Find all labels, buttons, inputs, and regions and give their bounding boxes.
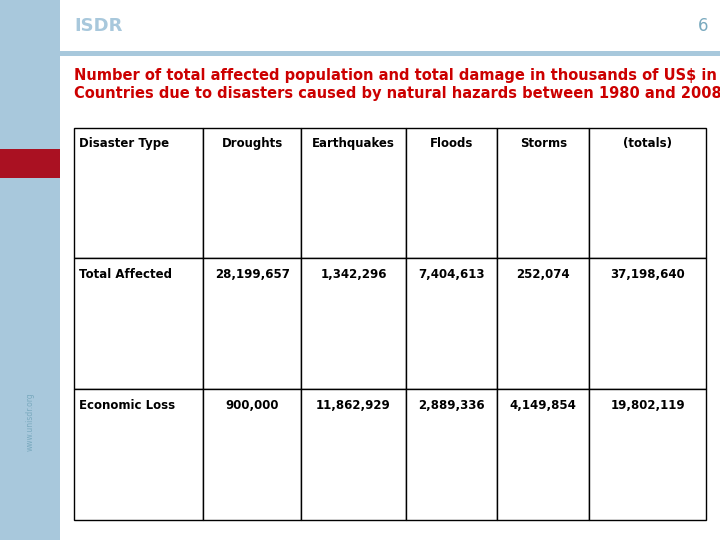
Text: Droughts: Droughts — [222, 137, 283, 150]
Text: www.unisdr.org: www.unisdr.org — [25, 392, 35, 450]
Text: 6: 6 — [698, 17, 708, 35]
Bar — [0, 0, 60, 540]
Bar — [203, 259, 302, 389]
Text: 37,198,640: 37,198,640 — [610, 268, 685, 281]
Text: 19,802,119: 19,802,119 — [611, 399, 685, 412]
Text: Number of total affected population and total damage in thousands of US$ in Arab: Number of total affected population and … — [73, 68, 720, 83]
Bar — [498, 259, 589, 389]
Text: Total Affected: Total Affected — [78, 268, 172, 281]
Bar — [302, 127, 405, 259]
Bar — [589, 389, 706, 520]
Bar — [589, 127, 706, 259]
Bar — [498, 389, 589, 520]
Text: 4,149,854: 4,149,854 — [510, 399, 577, 412]
Text: 28,199,657: 28,199,657 — [215, 268, 290, 281]
Text: Storms: Storms — [520, 137, 567, 150]
Text: 900,000: 900,000 — [225, 399, 279, 412]
Bar — [405, 259, 498, 389]
Bar — [405, 127, 498, 259]
Text: Countries due to disasters caused by natural hazards between 1980 and 2008:: Countries due to disasters caused by nat… — [73, 86, 720, 100]
Text: (totals): (totals) — [623, 137, 672, 150]
Text: Economic Loss: Economic Loss — [78, 399, 175, 412]
Text: 2,889,336: 2,889,336 — [418, 399, 485, 412]
Bar — [73, 127, 203, 259]
Bar — [73, 259, 203, 389]
Bar — [60, 51, 720, 56]
Text: 7,404,613: 7,404,613 — [418, 268, 485, 281]
Text: Disaster Type: Disaster Type — [78, 137, 169, 150]
Bar — [73, 389, 203, 520]
Bar — [203, 127, 302, 259]
Bar — [302, 389, 405, 520]
Text: Floods: Floods — [430, 137, 473, 150]
Text: ISDR: ISDR — [75, 17, 123, 35]
Text: 11,862,929: 11,862,929 — [316, 399, 391, 412]
Bar — [0, 148, 60, 178]
Bar — [405, 389, 498, 520]
Bar — [203, 389, 302, 520]
Text: Earthquakes: Earthquakes — [312, 137, 395, 150]
Text: 252,074: 252,074 — [516, 268, 570, 281]
Text: 1,342,296: 1,342,296 — [320, 268, 387, 281]
Bar — [498, 127, 589, 259]
Bar — [589, 259, 706, 389]
Bar — [302, 259, 405, 389]
